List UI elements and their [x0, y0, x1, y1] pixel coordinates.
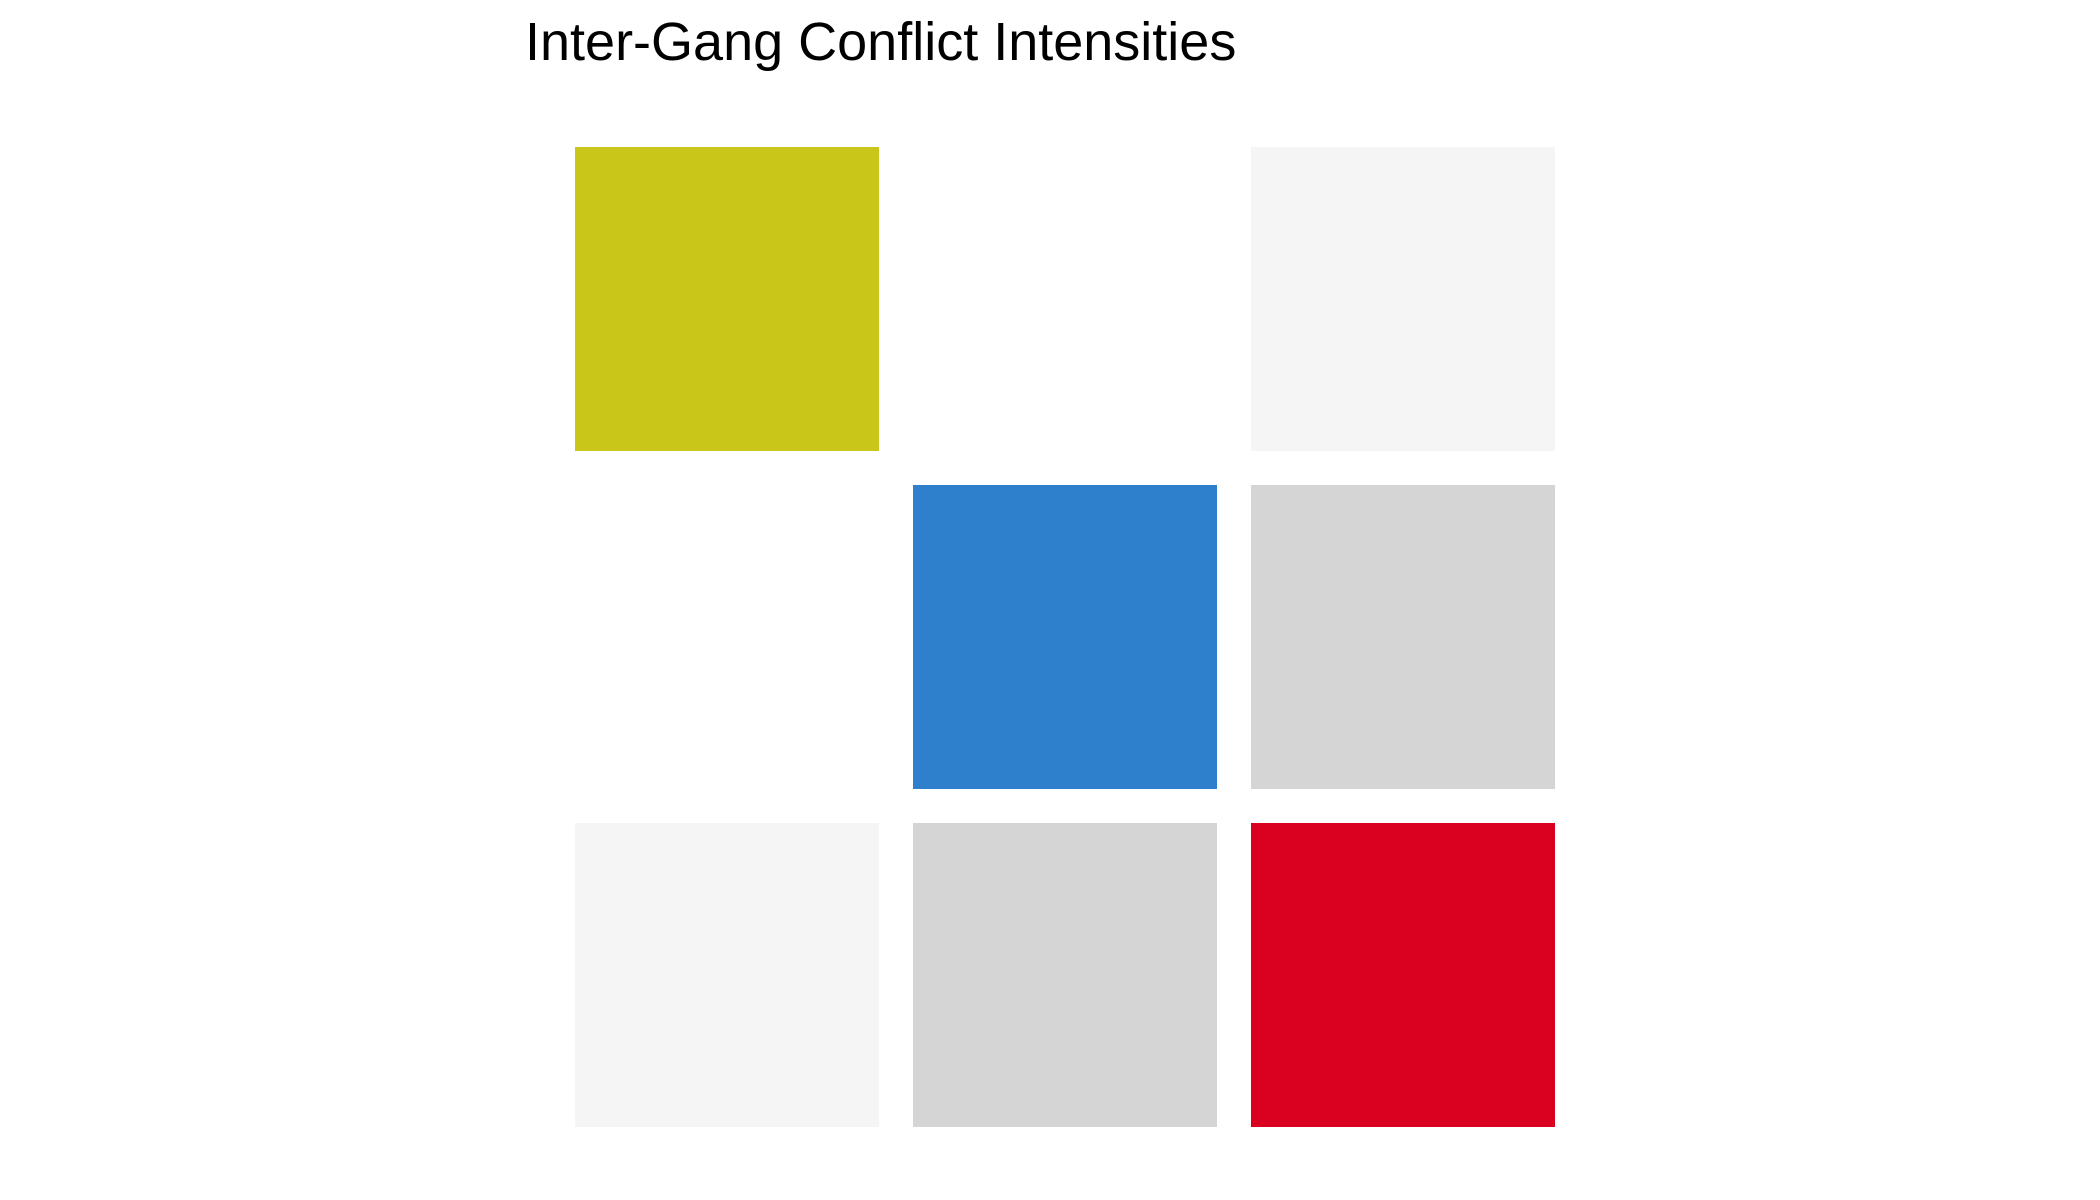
heatmap-cell-r2-c1: [913, 823, 1217, 1127]
heatmap-cell-r1-c1: [913, 485, 1217, 789]
heatmap-cell-r2-c2: [1251, 823, 1555, 1127]
heatmap-cell-r0-c0: [575, 147, 879, 451]
heatmap-cell-r2-c0: [575, 823, 879, 1127]
heatmap-cell-r1-c2: [1251, 485, 1555, 789]
heatmap-cell-r0-c2: [1251, 147, 1555, 451]
heatmap-cell-r0-c1: [913, 147, 1217, 451]
chart-title: Inter-Gang Conflict Intensities: [525, 12, 1237, 72]
heatmap-cell-r1-c0: [575, 485, 879, 789]
